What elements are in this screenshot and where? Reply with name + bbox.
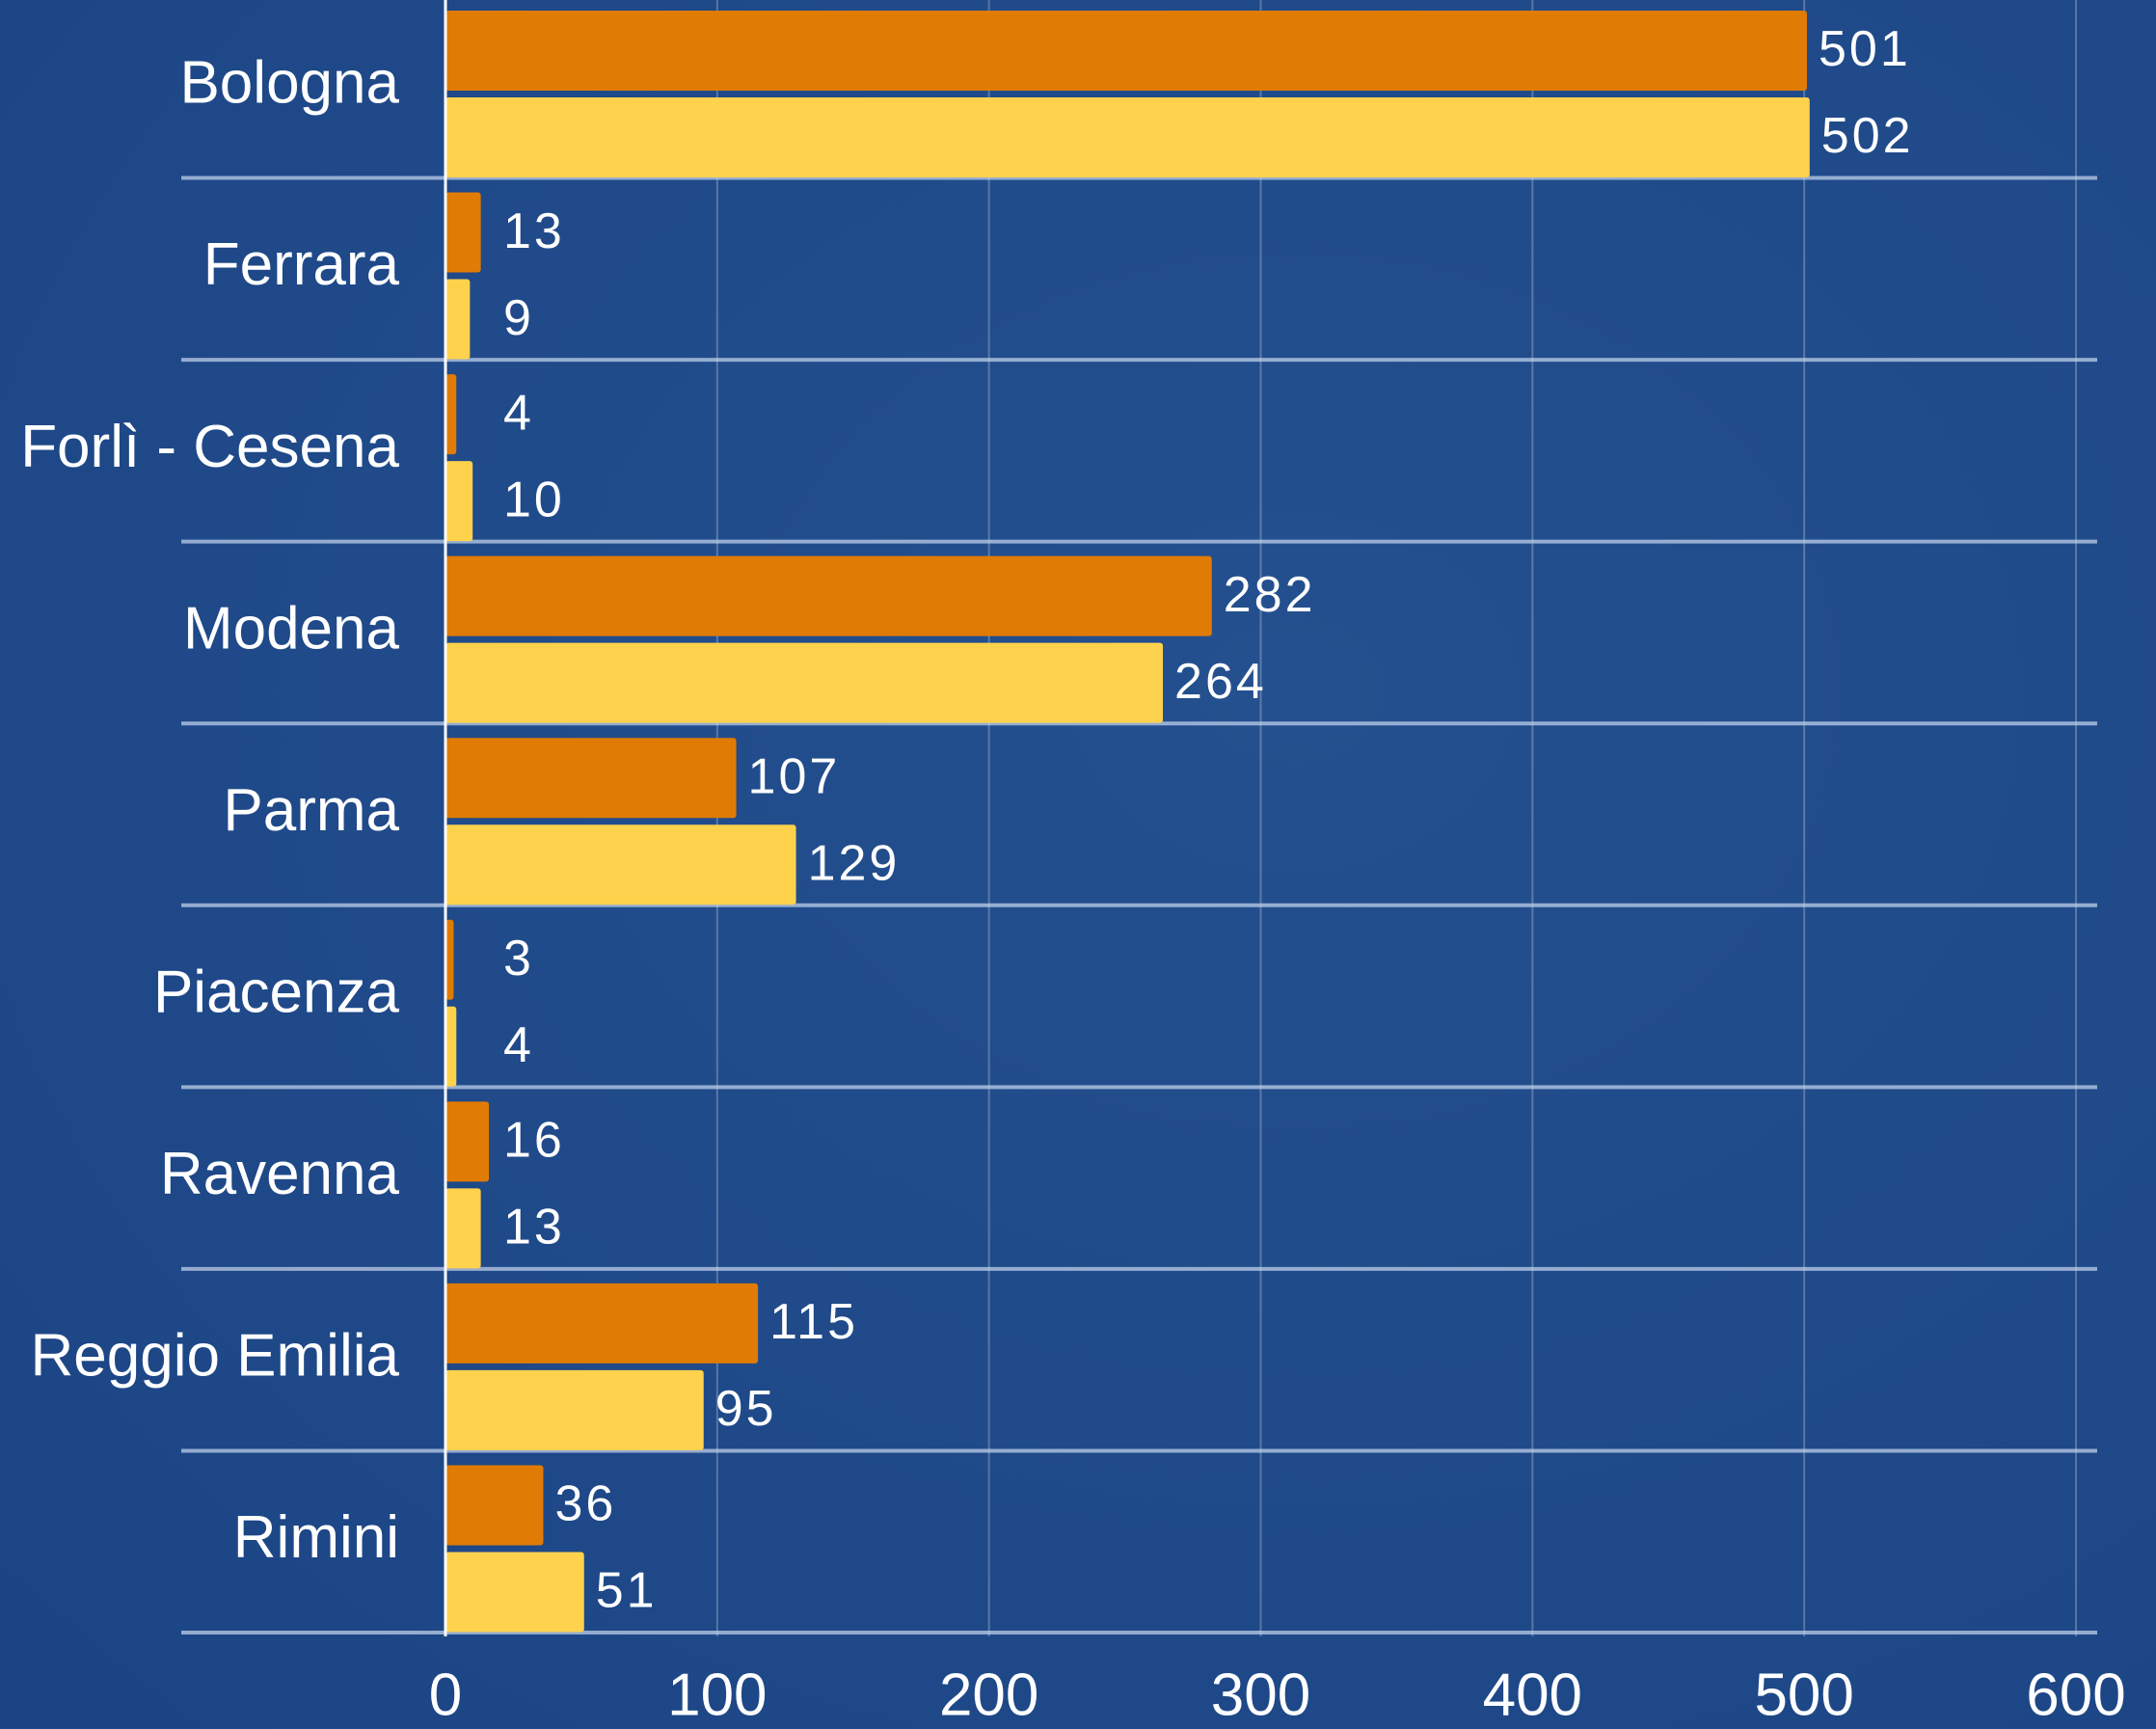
category-label: Ravenna: [160, 1141, 400, 1207]
value-label: 9: [503, 290, 534, 346]
value-label: 13: [503, 1200, 565, 1256]
value-label: 282: [1224, 567, 1316, 623]
bar: [445, 1006, 457, 1087]
bar: [445, 555, 1212, 636]
value-label: 3: [503, 931, 534, 986]
bar: [445, 919, 454, 1000]
value-label: 36: [554, 1476, 616, 1532]
bar: [445, 192, 481, 273]
value-label: 129: [808, 835, 901, 891]
bar: [445, 1283, 759, 1364]
category-label: Piacenza: [153, 959, 400, 1025]
value-label: 13: [503, 203, 565, 259]
category-label: Ferrara: [203, 231, 400, 298]
value-label: 16: [503, 1113, 565, 1169]
category-label: Reggio Emilia: [30, 1323, 399, 1390]
bar: [445, 1188, 481, 1269]
bar: [445, 824, 796, 905]
category-label: Bologna: [179, 50, 399, 117]
x-tick-label: 300: [1211, 1661, 1310, 1728]
x-tick-label: 400: [1483, 1661, 1582, 1728]
value-label: 95: [715, 1381, 777, 1437]
value-label: 501: [1819, 21, 1911, 77]
value-label: 107: [748, 748, 841, 804]
bar: [445, 738, 737, 819]
x-tick-label: 200: [939, 1661, 1038, 1728]
value-label: 4: [503, 385, 534, 441]
bar: [445, 1101, 490, 1182]
category-label: Forlì - Cesena: [20, 414, 399, 480]
value-label: 51: [596, 1563, 658, 1619]
bar: [445, 1465, 544, 1546]
bar: [445, 642, 1164, 723]
x-tick-label: 600: [2026, 1661, 2125, 1728]
bar: [445, 97, 1810, 177]
category-label: Parma: [223, 777, 399, 844]
category-label: Modena: [183, 595, 400, 662]
bar: [445, 374, 457, 455]
value-label: 264: [1174, 654, 1267, 710]
bar: [445, 279, 471, 360]
bar: [445, 1369, 704, 1450]
bar: [445, 1552, 584, 1633]
bar: [445, 11, 1807, 91]
value-label: 4: [503, 1017, 534, 1073]
value-label: 115: [769, 1294, 858, 1350]
category-label: Rimini: [233, 1504, 399, 1571]
x-tick-label: 0: [429, 1661, 462, 1728]
value-label: 502: [1821, 108, 1914, 164]
x-tick-label: 500: [1754, 1661, 1853, 1728]
x-tick-label: 100: [667, 1661, 767, 1728]
value-label: 10: [503, 472, 565, 527]
bar: [445, 461, 473, 542]
